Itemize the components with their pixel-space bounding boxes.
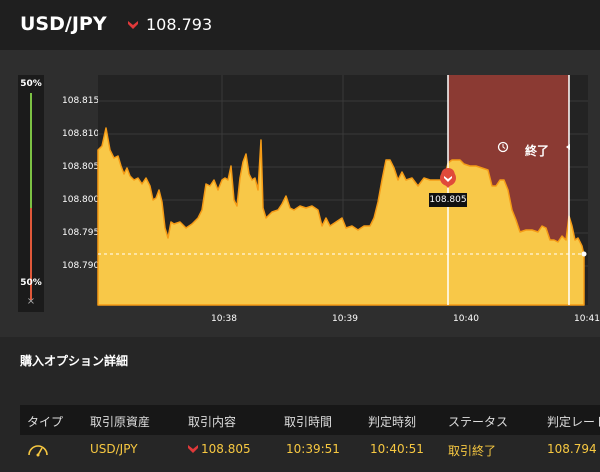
col-status: ステータス — [448, 415, 509, 429]
gauge-up-bar — [30, 93, 32, 208]
red-down-chevron-icon — [188, 445, 198, 453]
col-content: 取引内容 — [188, 415, 237, 429]
gauge-top-percent: 50% — [20, 79, 42, 89]
table-header: タイプ 取引原資産 取引内容 取引時間 判定時刻 ステータス 判定レート — [20, 405, 600, 435]
y-tick: 108.795 — [62, 228, 100, 238]
collapse-arrow-icon[interactable] — [566, 144, 570, 150]
x-tick: 10:41 — [574, 314, 600, 324]
col-asset: 取引原資産 — [90, 415, 151, 429]
price-area — [97, 127, 585, 306]
col-trade-time: 取引時間 — [284, 415, 333, 429]
option-details-section: 購入オプション詳細 タイプ 取引原資産 取引内容 取引時間 判定時刻 ステータス… — [0, 337, 600, 472]
y-tick: 108.815 — [62, 96, 100, 106]
x-tick: 10:40 — [453, 314, 479, 324]
history-icon[interactable] — [497, 141, 509, 153]
row-asset: USD/JPY — [90, 442, 138, 456]
price-display: 108.793 — [128, 15, 212, 34]
row-rate: 108.794 — [547, 442, 597, 456]
price-chart — [97, 75, 588, 306]
side-gauge: 50% 50% × — [18, 75, 44, 312]
current-price-dot — [581, 251, 587, 257]
end-label: 終了 — [525, 144, 550, 158]
y-tick: 108.800 — [62, 195, 100, 205]
section-title: 購入オプション詳細 — [20, 354, 129, 368]
y-tick: 108.805 — [62, 162, 100, 172]
x-tick: 10:39 — [332, 314, 358, 324]
row-trade-time: 10:39:51 — [286, 442, 340, 456]
row-status: 取引終了 — [448, 444, 497, 458]
y-tick: 108.810 — [62, 129, 100, 139]
x-tick: 10:38 — [211, 314, 237, 324]
current-price: 108.793 — [146, 15, 213, 34]
row-content-value: 108.805 — [201, 442, 251, 456]
entry-marker-icon — [440, 168, 456, 188]
entry-price-box — [429, 193, 467, 207]
col-type: タイプ — [27, 415, 64, 429]
col-judge-time: 判定時刻 — [368, 415, 417, 429]
chart-panel: 50% 50% × 108.815 108.810 108.805 108.80… — [0, 50, 600, 337]
header: USD/JPY 108.793 — [0, 0, 600, 50]
gauge-down-bar — [30, 208, 32, 300]
close-icon[interactable]: × — [26, 296, 36, 307]
gauge-icon — [28, 445, 48, 457]
row-judge-time: 10:40:51 — [370, 442, 424, 456]
entry-price-label: 108.805 — [429, 195, 467, 205]
currency-pair: USD/JPY — [20, 13, 107, 35]
red-down-chevron-icon — [128, 20, 138, 29]
y-tick: 108.790 — [62, 261, 100, 271]
row-content: 108.805 — [188, 442, 251, 456]
col-rate: 判定レート — [547, 415, 600, 429]
gauge-bottom-percent: 50% — [20, 278, 42, 288]
